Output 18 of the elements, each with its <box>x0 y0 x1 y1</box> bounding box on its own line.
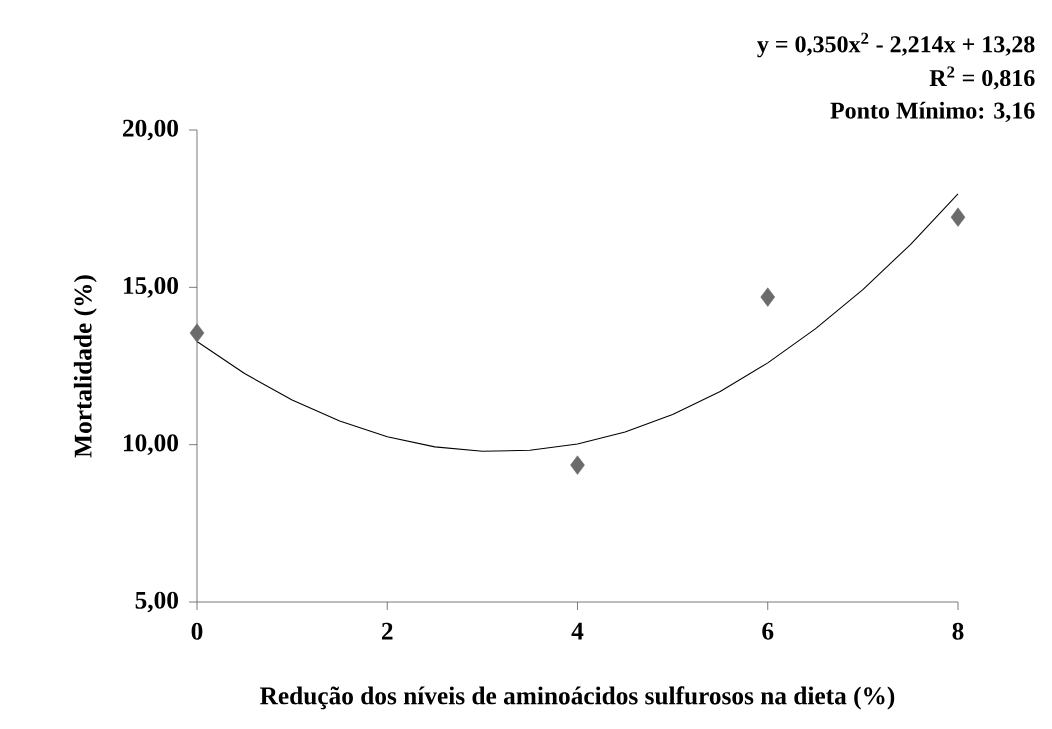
y-tick-label: 5,00 <box>135 591 178 613</box>
x-tick-label: 4 <box>571 622 584 640</box>
y-tick-label: 15,00 <box>123 276 178 298</box>
y-tick-label: 10,00 <box>123 434 178 456</box>
point <box>570 455 585 475</box>
point <box>760 287 776 307</box>
y-axis-title: Mortalidade (%) <box>73 275 97 458</box>
text: Ponto Mínimo: 3,16 <box>830 101 1035 123</box>
point <box>950 207 966 227</box>
text: R$^{2}$ = 0,816 <box>929 66 1035 90</box>
point <box>189 323 205 343</box>
x-tick-label: 8 <box>952 622 964 640</box>
text: y = 0,350x$^{2}$ - 2,214x + 13,28 <box>757 32 1035 58</box>
x-tick-label: 2 <box>381 622 393 640</box>
x-axis-title: Redução dos níveis de aminoácidos sulfurosos na dieta (%) <box>260 686 895 710</box>
x-tick-label: 6 <box>762 622 774 640</box>
x-tick-label: 0 <box>191 622 203 640</box>
y-tick-label: 20,00 <box>123 119 178 141</box>
